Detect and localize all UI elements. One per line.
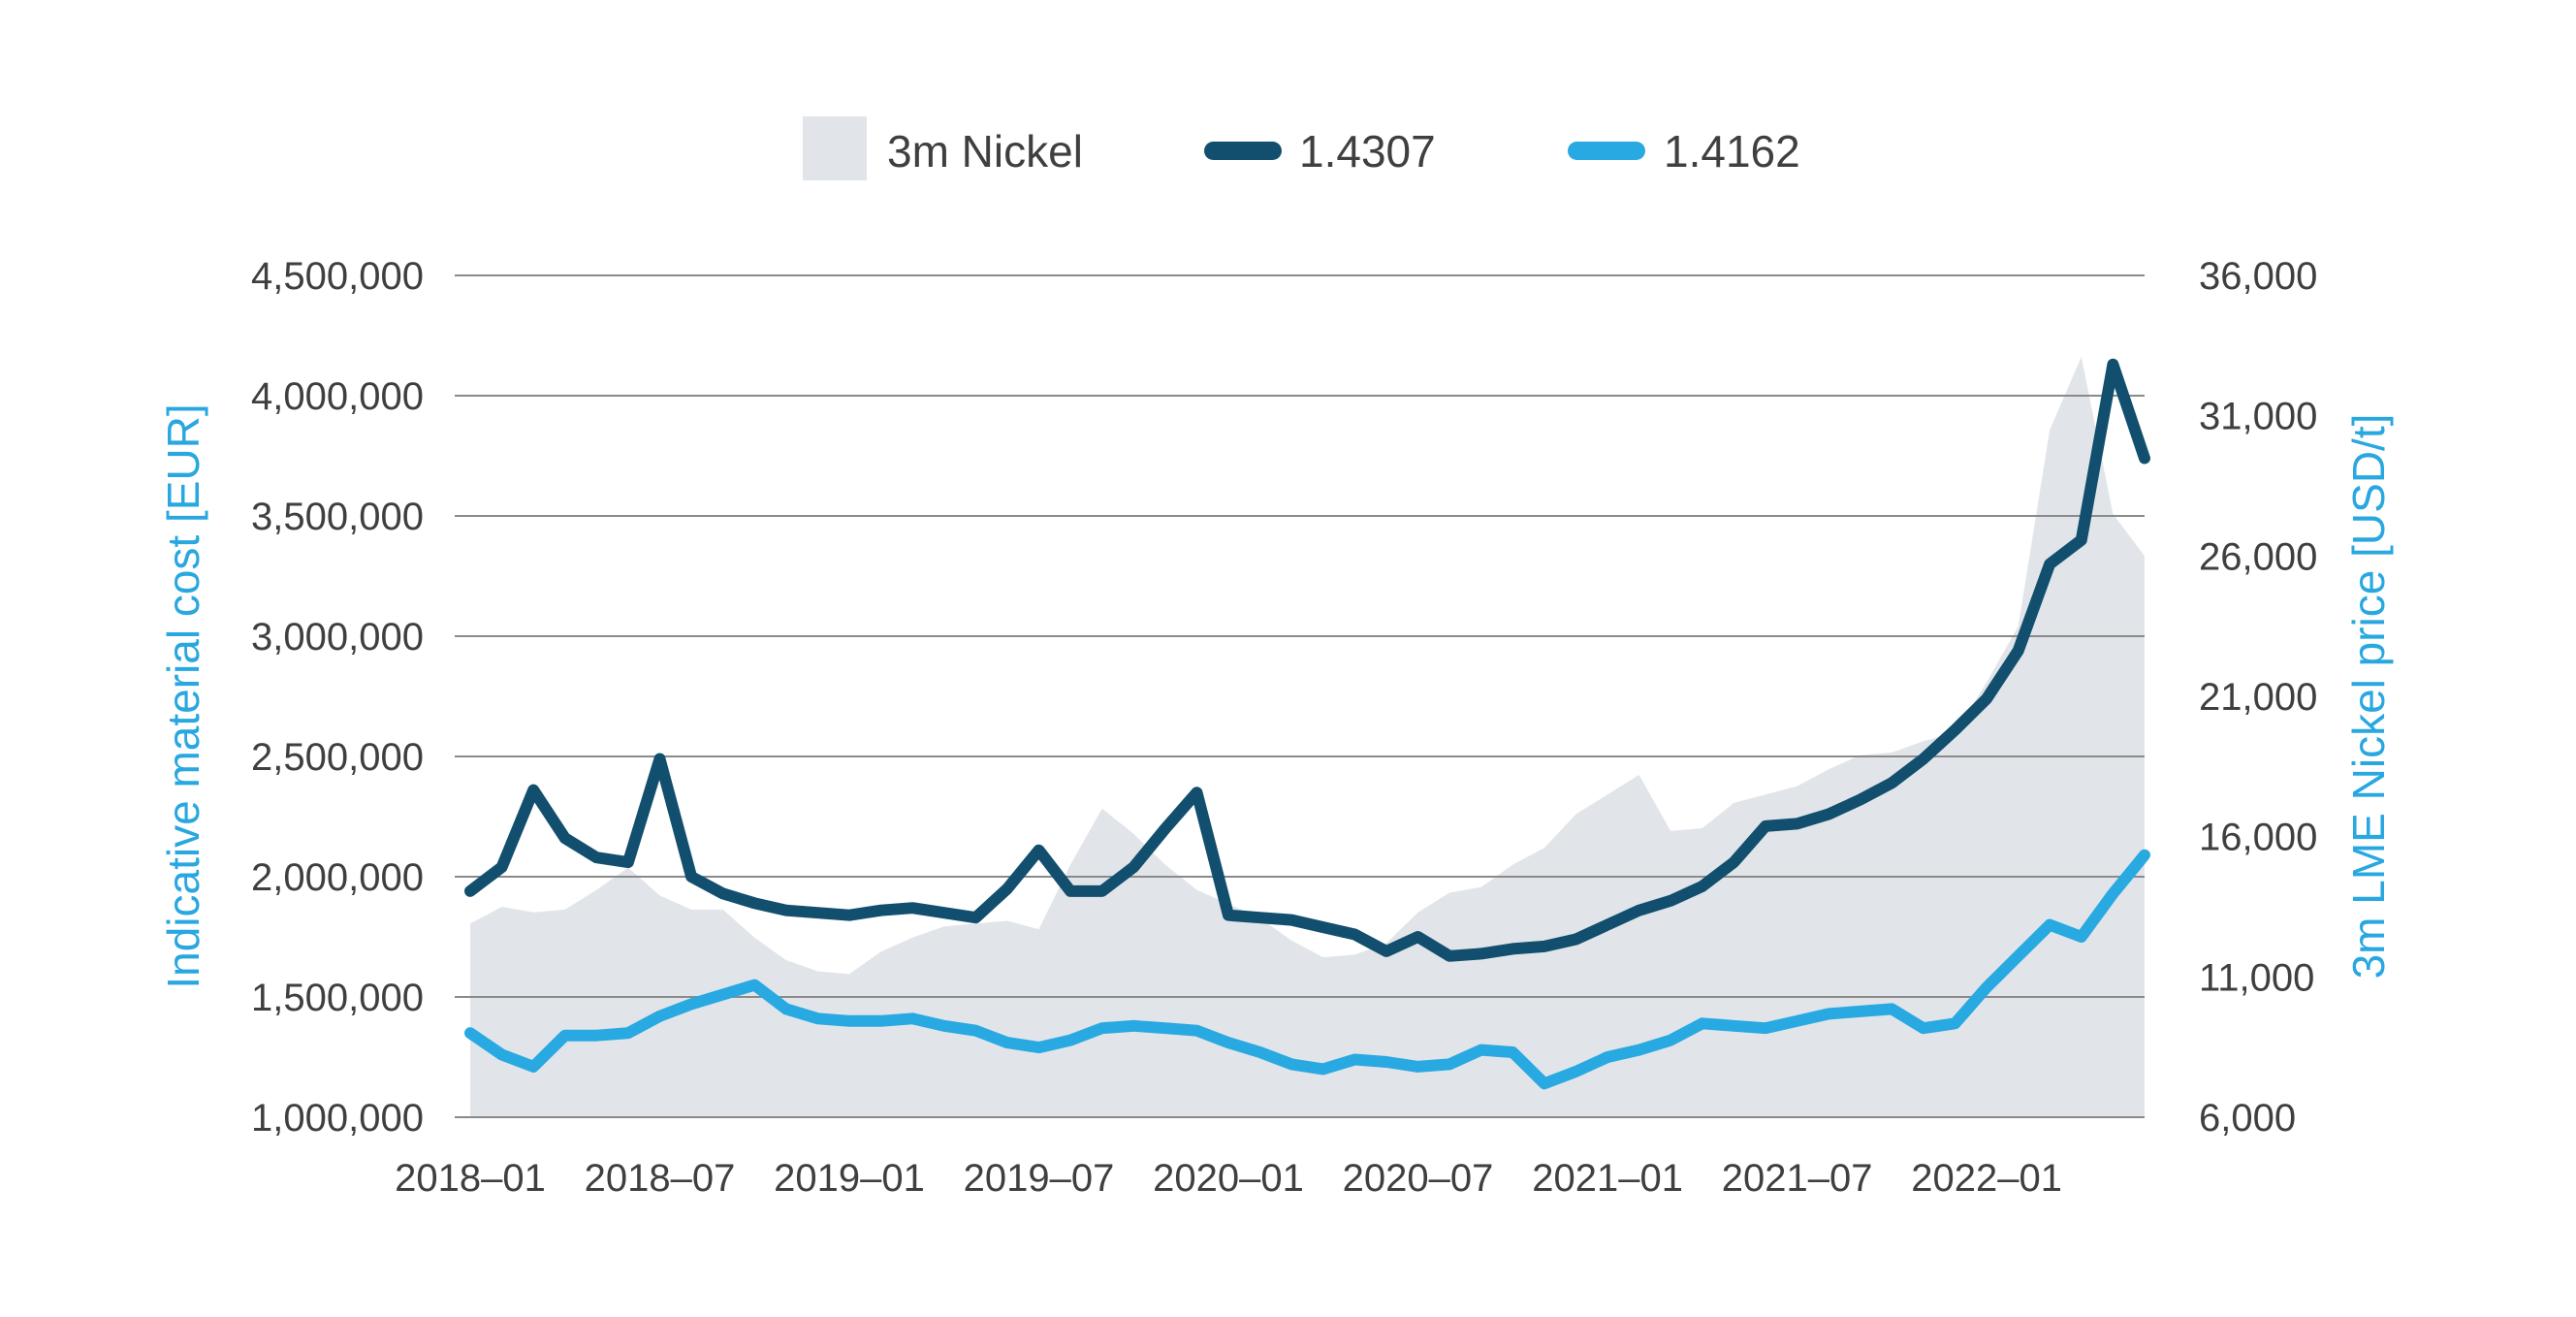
- x-axis-tick-label: 2022–01: [1911, 1157, 2062, 1200]
- x-axis-tick-label: 2018–07: [585, 1157, 736, 1200]
- right-axis-tick-label: 11,000: [2199, 956, 2314, 999]
- left-axis-tick-label: 4,500,000: [251, 255, 424, 298]
- left-axis-tick-label: 1,500,000: [251, 977, 424, 1019]
- x-axis-tick-label: 2019–07: [964, 1157, 1115, 1200]
- left-axis-tick-label: 1,000,000: [251, 1097, 424, 1140]
- x-axis-tick-label: 2018–01: [395, 1157, 546, 1200]
- left-axis-tick-label: 4,000,000: [251, 375, 424, 418]
- x-axis-tick-label: 2020–01: [1153, 1157, 1304, 1200]
- line-series-1-4162: [464, 849, 2150, 1090]
- x-axis-tick-label: 2019–01: [774, 1157, 925, 1200]
- right-axis-tick-label: 16,000: [2199, 817, 2317, 859]
- right-axis-title: 3m LME Nickel price [USD/t]: [2343, 414, 2394, 980]
- x-axis-tick-label: 2021–01: [1532, 1157, 1683, 1200]
- line-series-1-4307: [464, 358, 2150, 962]
- x-axis-tick-label: 2020–07: [1343, 1157, 1494, 1200]
- legend-label-3m-nickel: 3m Nickel: [887, 126, 1083, 177]
- left-axis-tick-label: 3,000,000: [251, 616, 424, 658]
- left-axis-tick-label: 2,500,000: [251, 736, 424, 779]
- right-axis-tick-label: 21,000: [2199, 676, 2317, 719]
- left-axis-tick-label: 2,000,000: [251, 856, 424, 899]
- legend-label-1-4162: 1.4162: [1664, 126, 1800, 177]
- legend: 3m Nickel 1.4307 1.4162: [803, 116, 1800, 180]
- left-axis-tick-label: 3,500,000: [251, 496, 424, 538]
- legend-swatch-1-4307-icon: [1204, 142, 1282, 160]
- right-axis-tick-label: 26,000: [2199, 535, 2317, 578]
- gridlines-layer: [455, 274, 2145, 1118]
- area-series-layer: [470, 356, 2145, 1117]
- legend-label-1-4307: 1.4307: [1299, 126, 1436, 177]
- x-axis-tick-label: 2021–07: [1722, 1157, 1873, 1200]
- left-axis-title: Indicative material cost [EUR]: [158, 403, 208, 988]
- right-axis-tick-label: 31,000: [2199, 396, 2317, 438]
- area-3m-nickel: [470, 356, 2145, 1117]
- legend-swatch-3m-nickel-icon: [803, 116, 867, 180]
- legend-swatch-1-4162-icon: [1568, 142, 1645, 160]
- right-axis-tick-label: 36,000: [2199, 255, 2317, 298]
- line-series-layer: [464, 358, 2150, 1090]
- right-axis-tick-label: 6,000: [2199, 1097, 2296, 1140]
- axis-tick-labels-layer: 4,500,000 4,000,000 3,500,000 3,000,000 2,50…: [251, 255, 2317, 1200]
